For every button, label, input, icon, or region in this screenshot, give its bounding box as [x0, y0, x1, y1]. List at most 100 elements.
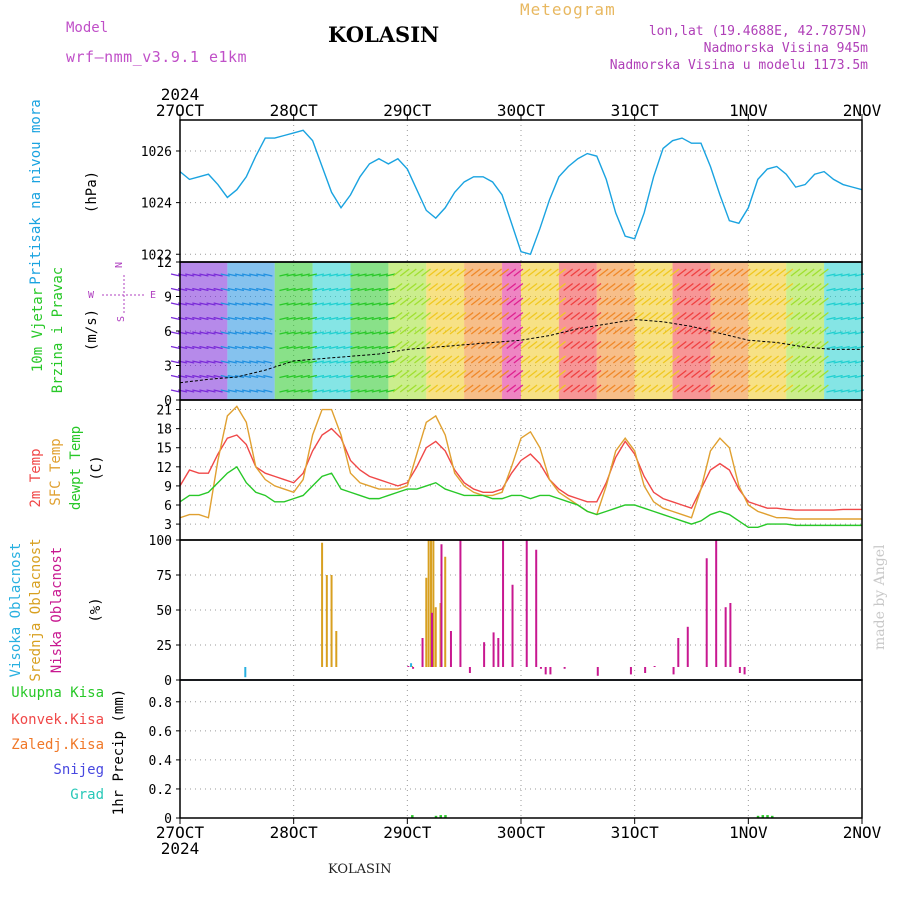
wind-barb: [300, 345, 310, 350]
wind-barb: [293, 389, 303, 393]
x-tick-label-top: 27OCT: [156, 101, 205, 120]
wind-barb: [206, 302, 216, 306]
temp-ylabel-sfc: SFC Temp: [48, 438, 64, 505]
wind-barb: [293, 287, 303, 292]
wind-barb: [234, 374, 245, 379]
wind-barb: [648, 340, 659, 350]
wind-barb: [612, 311, 623, 321]
wind-barb: [634, 311, 645, 321]
wind-direction-band: [672, 262, 711, 400]
wind-barb: [428, 282, 439, 292]
wind-barb: [598, 268, 609, 277]
wind-barb: [279, 360, 289, 364]
wind-barb: [705, 355, 716, 364]
wind-barb: [762, 297, 772, 306]
wind-barb: [378, 360, 389, 364]
wind-barb: [206, 316, 216, 321]
wind-direction-band: [180, 262, 228, 400]
wind-barb: [470, 340, 481, 350]
wind-barb: [683, 326, 694, 335]
wind-barb: [421, 326, 431, 335]
wind-barb: [300, 316, 310, 321]
wind-barb: [428, 340, 439, 350]
wind-barb: [669, 384, 680, 393]
wind-barb: [321, 273, 332, 277]
precip-bar: [434, 815, 438, 818]
wind-barb: [421, 384, 431, 393]
wind-barb: [648, 326, 659, 335]
wind-barb: [220, 345, 230, 350]
wind-barb: [534, 355, 545, 364]
wind-barb: [648, 282, 659, 292]
wind-barb: [648, 355, 659, 364]
wind-barb: [634, 297, 645, 306]
wind-barb: [847, 331, 857, 335]
wind-barb: [385, 360, 396, 364]
wind-barb: [470, 311, 481, 321]
wind-barb: [605, 369, 616, 379]
wind-barb: [769, 355, 780, 364]
wind-barb: [783, 282, 794, 292]
wind-barb: [206, 287, 216, 292]
wind-barb: [499, 268, 510, 277]
wind-barb: [584, 340, 595, 350]
wind-barb: [804, 311, 815, 321]
wind-barb: [769, 384, 780, 393]
wind-barb: [769, 268, 780, 277]
wind-barb: [357, 374, 367, 379]
wind-barb: [234, 316, 245, 321]
wind-barb: [470, 268, 481, 277]
wind-barb: [705, 369, 716, 379]
wind-barb: [256, 345, 266, 350]
wind-barb: [241, 360, 252, 364]
wind-barb: [314, 389, 325, 393]
wind-barb: [783, 340, 794, 350]
wind-barb: [797, 326, 808, 335]
wind-barb: [385, 287, 396, 292]
wind-barb: [336, 331, 346, 335]
wind-barb: [648, 369, 659, 379]
wind-barb: [662, 369, 673, 379]
wind-barb: [392, 282, 403, 292]
wind-barb: [477, 340, 488, 350]
wind-barb: [321, 302, 332, 306]
wind-barb: [449, 355, 460, 364]
wind-barb: [321, 331, 332, 335]
wind-barb: [669, 297, 680, 306]
wind-barb: [541, 311, 552, 321]
wind-barb: [826, 374, 836, 379]
wind-barb: [627, 282, 637, 292]
wind-barb: [747, 326, 758, 335]
compass-west: W: [88, 290, 95, 301]
wind-barb: [620, 355, 630, 364]
wind-barb: [804, 369, 815, 379]
wind-barb: [655, 326, 666, 335]
wind-barb: [691, 384, 701, 393]
wind-barb: [513, 282, 524, 292]
wind-barb: [449, 297, 460, 306]
wind-barb: [755, 282, 765, 292]
wind-barb: [620, 311, 630, 321]
model-label: Model: [66, 20, 109, 36]
wind-barb: [804, 355, 815, 364]
wind-barb: [556, 297, 566, 306]
wind-barb: [307, 287, 318, 292]
wind-barb: [456, 340, 467, 350]
wind-barb: [513, 369, 524, 379]
x-tick-label-bottom: 30OCT: [497, 823, 546, 842]
wind-barb: [712, 311, 723, 321]
wind-barb: [556, 355, 566, 364]
wind-barb: [740, 297, 751, 306]
wind-barb: [549, 355, 559, 364]
wind-barb: [705, 282, 716, 292]
wind-barb: [286, 389, 296, 393]
wind-barb: [435, 355, 446, 364]
wind-barb: [329, 302, 339, 306]
wind-barb: [605, 340, 616, 350]
wind-barb: [556, 311, 566, 321]
wind-barb: [527, 311, 538, 321]
precip-legend-3: Snijeg: [53, 762, 104, 778]
wind-direction-band: [350, 262, 389, 400]
wind-barb: [719, 355, 730, 364]
wind-barb: [655, 297, 666, 306]
